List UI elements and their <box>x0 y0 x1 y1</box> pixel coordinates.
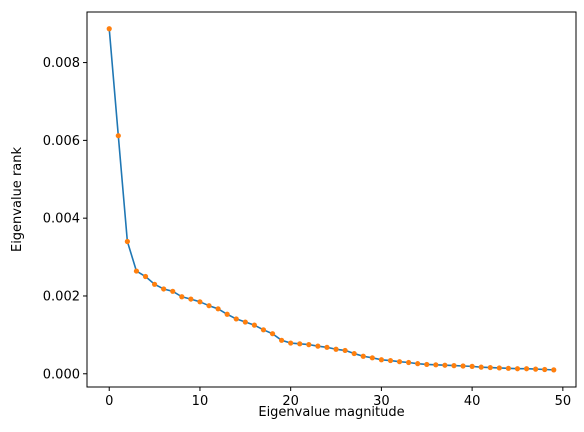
data-point <box>342 347 348 354</box>
data-point <box>269 331 276 337</box>
data-point <box>442 362 448 368</box>
data-point <box>514 366 521 372</box>
y-tick-label: 0.004 <box>43 212 80 227</box>
data-point <box>496 365 502 371</box>
data-point <box>487 364 493 371</box>
data-point <box>161 286 167 292</box>
data-point <box>197 299 203 305</box>
data-point <box>151 281 158 287</box>
data-point <box>360 353 366 359</box>
data-point <box>279 337 285 343</box>
data-point <box>333 346 339 352</box>
data-point <box>306 342 312 348</box>
axes-frame <box>86 11 577 388</box>
y-tick-label: 0.000 <box>43 367 80 382</box>
x-tick-label: 0 <box>105 394 113 409</box>
data-point <box>469 363 475 369</box>
data-point <box>251 322 257 328</box>
y-tick-label: 0.008 <box>43 56 80 71</box>
data-point <box>115 133 121 139</box>
data-point <box>387 357 394 364</box>
x-tick-label: 20 <box>282 394 299 409</box>
data-point <box>396 359 403 365</box>
data-point <box>542 366 548 373</box>
data-point <box>142 273 149 280</box>
data-point <box>215 306 221 312</box>
data-point <box>415 361 421 367</box>
plot-area <box>106 26 557 373</box>
data-point <box>424 361 430 368</box>
x-tick-label: 30 <box>373 394 390 409</box>
data-point <box>288 340 294 346</box>
data-point <box>124 238 130 245</box>
data-point <box>170 288 176 294</box>
data-point <box>206 303 212 309</box>
axis-ticks: 0 10 20 30 40 50 0.000 0.002 0.004 0.006 0.008 <box>43 56 571 409</box>
data-point <box>351 350 357 357</box>
data-point <box>478 364 484 370</box>
data-point <box>133 268 140 274</box>
data-point <box>433 362 439 368</box>
x-tick-label: 50 <box>555 394 572 409</box>
y-axis-label: Eigenvalue rank <box>10 147 25 253</box>
data-point <box>533 366 539 372</box>
data-point <box>369 355 375 361</box>
x-axis-label: Eigenvalue magnitude <box>258 405 404 420</box>
y-tick-label: 0.006 <box>43 134 80 149</box>
data-point <box>106 26 112 32</box>
data-point <box>179 294 185 300</box>
data-point <box>523 366 530 372</box>
y-tick-label: 0.002 <box>43 289 80 304</box>
x-tick-label: 40 <box>464 394 481 409</box>
data-point <box>260 327 267 333</box>
data-point <box>233 316 239 322</box>
data-point <box>224 311 230 317</box>
data-point <box>451 363 457 369</box>
x-tick-label: 10 <box>192 394 209 409</box>
data-point <box>406 359 412 366</box>
data-point <box>460 363 466 369</box>
data-point <box>378 357 384 363</box>
data-point <box>297 341 303 347</box>
data-point <box>551 367 557 373</box>
data-point <box>315 343 321 349</box>
data-point <box>324 344 330 350</box>
data-point <box>505 365 512 371</box>
data-point <box>242 319 248 325</box>
data-point <box>188 296 194 302</box>
